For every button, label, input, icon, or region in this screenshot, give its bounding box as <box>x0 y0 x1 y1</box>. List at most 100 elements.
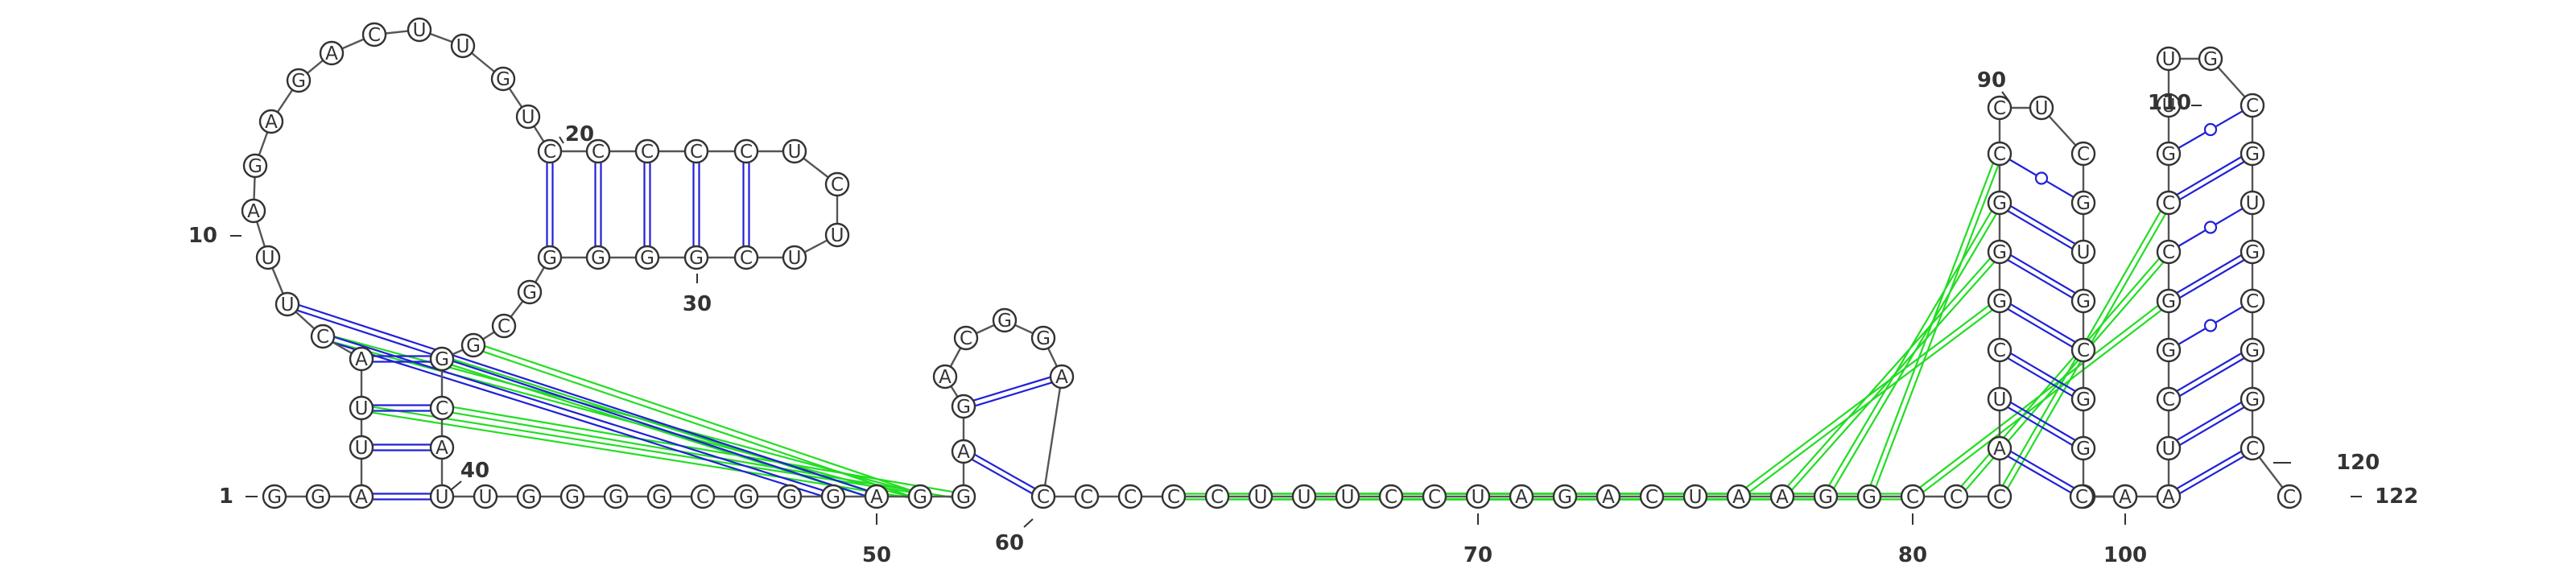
nucleotide-letter: U <box>1341 487 1355 508</box>
watson-crick-pair-line <box>1997 204 2083 255</box>
position-tick <box>451 480 462 490</box>
nucleotide-circle <box>262 484 287 509</box>
nucleotide: U <box>429 484 455 509</box>
watson-crick-pair <box>361 443 442 451</box>
nucleotide: C <box>2070 337 2096 363</box>
nucleotide-letter: G <box>997 311 1012 332</box>
nucleotide-circle <box>2156 190 2182 216</box>
nucleotide-letter: C <box>696 487 709 508</box>
nucleotide: C <box>1074 484 1100 509</box>
nucleotide-letter: C <box>1950 487 1963 508</box>
nucleotide: G <box>2156 141 2182 167</box>
nucleotide-circle <box>646 484 672 509</box>
nucleotide: C <box>1943 484 1969 509</box>
nucleotide: G <box>1856 484 1882 509</box>
long-range-pair-line <box>321 338 833 501</box>
nucleotide-letter: C <box>2077 340 2090 361</box>
long-range-pair-line <box>286 306 877 501</box>
nucleotide: G <box>305 484 331 509</box>
nucleotide: G <box>1987 288 2013 314</box>
nucleotide-letter: G <box>1818 487 1833 508</box>
nucleotide-circle <box>634 138 660 164</box>
nucleotide: A <box>2156 484 2182 509</box>
nucleotide: U <box>1291 484 1317 509</box>
nucleotide-circle <box>1856 484 1882 509</box>
nucleotide-letter: C <box>1211 487 1224 508</box>
nucleotide-letter: C <box>1645 487 1658 508</box>
nucleotide-letter: A <box>2162 487 2175 508</box>
position-label: 90 <box>1977 68 2006 93</box>
nucleotide: G <box>585 245 611 270</box>
position-label: 1 <box>219 484 233 509</box>
nucleotide-circle <box>1074 484 1100 509</box>
pseudoknot-pair-line <box>361 404 921 495</box>
watson-crick-pair <box>961 447 1046 501</box>
pseudoknot-pair-line <box>1957 253 2172 500</box>
nucleotide-circle <box>1552 484 1578 509</box>
nucleotide-letter: A <box>436 438 448 459</box>
nucleotide-circle <box>460 332 486 358</box>
nucleotide-circle <box>2156 239 2182 265</box>
nucleotide-letter: C <box>368 25 381 46</box>
nucleotide: A <box>1509 484 1534 509</box>
nucleotide-letter: G <box>2245 390 2260 410</box>
watson-crick-pair <box>1997 249 2086 304</box>
nucleotide-circle <box>1987 288 2013 314</box>
nucleotide: A <box>241 198 266 224</box>
pseudoknot-pair-line <box>361 410 920 501</box>
nucleotide-letter: G <box>2245 340 2260 361</box>
nucleotide: G <box>2070 190 2096 216</box>
nucleotide-circle <box>1987 95 2013 121</box>
nucleotide: G <box>733 484 759 509</box>
nucleotide: C <box>1117 484 1143 509</box>
nucleotide-circle <box>864 484 890 509</box>
watson-crick-pair-line <box>1997 303 2083 353</box>
nucleotide-circle <box>407 17 432 43</box>
nucleotide-letter: U <box>1689 487 1703 508</box>
position-tick <box>2001 91 2010 102</box>
nucleotide-letter: C <box>1993 340 2006 361</box>
position-label: 120 <box>2336 451 2380 475</box>
nucleotide: G <box>1987 190 2013 216</box>
watson-crick-pair <box>2166 249 2255 304</box>
nucleotide-circle <box>1987 239 2013 265</box>
nucleotide-circle <box>1987 386 2013 412</box>
nucleotide-circle <box>516 484 542 509</box>
wobble-marker <box>2203 319 2218 332</box>
nucleotide-circle <box>932 364 958 390</box>
nucleotide: C <box>1161 484 1187 509</box>
watson-crick-pair-line <box>2169 155 2255 206</box>
nucleotide-circle <box>473 484 498 509</box>
nucleotide-letter: U <box>788 142 802 163</box>
nucleotide: G <box>262 484 287 509</box>
nucleotide: C <box>733 138 759 164</box>
nucleotide-circle <box>951 484 976 509</box>
nucleotide: U <box>2070 239 2096 265</box>
nucleotide-circle <box>255 245 281 270</box>
nucleotide-letter: A <box>265 112 278 133</box>
nucleotide: C <box>1987 337 2013 363</box>
watson-crick-pair-line <box>2166 150 2252 201</box>
nucleotide-letter: G <box>291 71 306 92</box>
nucleotide-letter: C <box>1124 487 1137 508</box>
nucleotide: A <box>1769 484 1795 509</box>
watson-crick-pair-line <box>2166 396 2252 447</box>
nucleotide: U <box>824 222 850 248</box>
nucleotide: U <box>1987 386 2013 412</box>
nucleotide-letter: G <box>782 487 797 508</box>
nucleotide: G <box>2070 386 2096 412</box>
nucleotide: A <box>932 364 958 390</box>
nucleotide: G <box>1030 325 1056 351</box>
nucleotide-circle <box>1248 484 1274 509</box>
nucleotide-letter: G <box>640 248 654 269</box>
nucleotide: U <box>407 17 432 43</box>
nucleotide-letter: G <box>826 487 840 508</box>
position-label: 100 <box>2103 543 2147 567</box>
nucleotide: U <box>782 245 807 270</box>
nucleotide-circle <box>349 395 374 421</box>
nucleotide: A <box>2112 484 2138 509</box>
nucleotide-letter: C <box>1080 487 1093 508</box>
nucleotide-letter: A <box>1776 487 1789 508</box>
watson-crick-pair <box>2166 445 2255 500</box>
nucleotide-circle <box>349 484 374 509</box>
